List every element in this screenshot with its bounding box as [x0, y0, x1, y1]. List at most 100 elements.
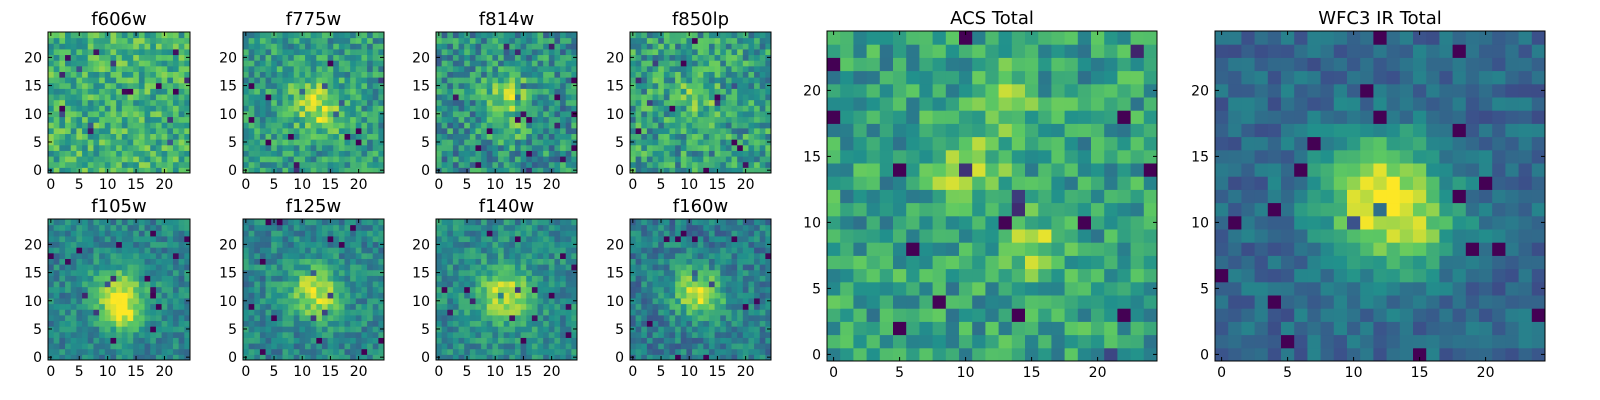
pixel-cell [658, 331, 665, 338]
pixel-cell [481, 337, 488, 344]
pixel-cell [441, 230, 448, 237]
pixel-cell [116, 77, 123, 84]
pixel-cell [737, 37, 744, 44]
pixel-cell [765, 161, 772, 168]
pixel-cell [133, 116, 140, 123]
pixel-cell [350, 144, 357, 151]
pixel-cell [110, 122, 117, 129]
pixel-cell [469, 247, 476, 254]
pixel-cell [475, 110, 482, 118]
pixel-cell [344, 275, 351, 282]
pixel-cell [338, 133, 346, 140]
pixel-cell [265, 122, 272, 129]
pixel-cell [708, 94, 716, 101]
pixel-cell [282, 144, 289, 151]
pixel-cell [714, 127, 721, 135]
pixel-cell [686, 286, 693, 293]
pixel-cell [703, 54, 710, 61]
pixel-cell [167, 320, 174, 327]
pixel-cell [520, 275, 527, 282]
pixel-cell [703, 110, 710, 118]
pixel-cell [714, 343, 721, 350]
pixel-cell [76, 122, 83, 129]
pixel-cell [663, 60, 670, 67]
pixel-cell [652, 82, 659, 89]
pixel-cell [669, 320, 676, 327]
pixel-cell [93, 133, 100, 140]
pixel-cell [452, 303, 460, 310]
pixel-cell [708, 43, 716, 50]
pixel-cell [447, 110, 454, 118]
pixel-cell [299, 252, 306, 259]
pixel-cell [697, 105, 704, 112]
pixel-cell [663, 65, 670, 72]
pixel-cell [367, 320, 374, 327]
pixel-cell [503, 60, 510, 67]
pixel-cell [271, 343, 278, 350]
pixel-cell [475, 43, 482, 50]
pixel-cell [436, 37, 443, 44]
pixel-cell [367, 269, 374, 276]
pixel-cell [243, 252, 250, 259]
pixel-cell [742, 139, 749, 146]
pixel-cell [87, 303, 94, 310]
pixel-cell [276, 348, 283, 355]
pixel-cell [641, 88, 648, 95]
pixel-cell [486, 82, 493, 89]
pixel-cell [76, 343, 83, 350]
pixel-cell [514, 230, 522, 237]
pixel-cell [99, 116, 106, 123]
pixel-cell [93, 235, 100, 243]
pixel-cell [178, 133, 185, 140]
pixel-cell [526, 309, 533, 316]
pixel-cell [161, 105, 168, 112]
pixel-cell [481, 281, 488, 288]
pixel-cell [635, 309, 642, 316]
pixel-cell [155, 37, 163, 44]
pixel-cell [441, 219, 448, 226]
pixel-cell [355, 156, 362, 163]
pixel-cell [327, 235, 334, 243]
pixel-cell [48, 122, 55, 129]
pixel-cell [355, 337, 362, 344]
pixel-cell [138, 99, 146, 106]
pixel-cell [646, 88, 654, 95]
pixel-cell [265, 94, 272, 101]
pixel-cell [452, 94, 460, 101]
pixel-cell [441, 286, 448, 293]
pixel-cell [458, 88, 465, 95]
pixel-cell [310, 110, 317, 118]
pixel-cell [355, 292, 362, 299]
pixel-cell [754, 331, 761, 338]
pixel-cell [708, 348, 716, 355]
pixel-cell [475, 116, 482, 123]
pixel-cell [248, 219, 255, 226]
pixel-cell [725, 82, 733, 89]
pixel-cell [127, 105, 134, 112]
pixel-cell [498, 144, 505, 151]
pixel-cell [669, 139, 676, 146]
pixel-cell [65, 331, 72, 338]
pixel-cell [138, 156, 146, 163]
pixel-cell [520, 88, 527, 95]
pixel-cell [99, 241, 106, 248]
pixel-cell [138, 88, 146, 95]
pixel-cell [248, 309, 255, 316]
pixel-cell [82, 326, 89, 333]
pixel-cell [498, 88, 505, 95]
pixel-cell [93, 230, 100, 237]
pixel-cell [514, 144, 522, 151]
pixel-cell [554, 32, 561, 39]
pixel-cell [686, 71, 693, 78]
pixel-cell [686, 139, 693, 146]
pixel-cell [652, 139, 659, 146]
pixel-cell [543, 122, 550, 129]
pixel-cell [754, 88, 761, 95]
pixel-cell [526, 82, 533, 89]
pixel-cell [299, 286, 306, 293]
pixel-cell [82, 281, 89, 288]
pixel-cell [184, 88, 191, 95]
pixel-cell [150, 258, 157, 265]
pixel-cell [138, 348, 146, 355]
pixel-cell [754, 110, 761, 118]
